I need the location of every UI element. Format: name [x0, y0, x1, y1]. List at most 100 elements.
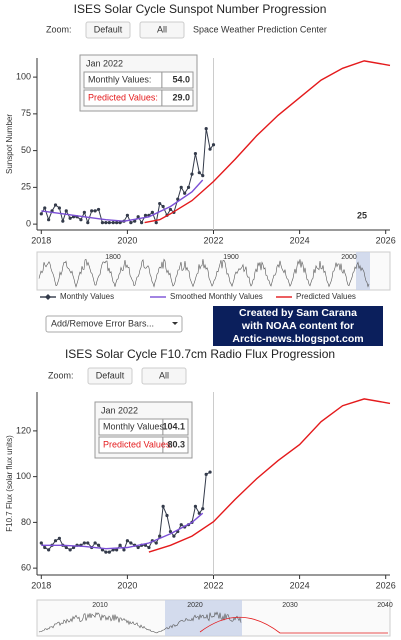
data-point [194, 505, 197, 508]
data-point [83, 541, 86, 544]
y-tick-label: 100 [16, 71, 31, 81]
x-tick-label: 2026 [376, 580, 396, 590]
data-point [79, 218, 82, 221]
zoom-button-label[interactable]: Default [94, 24, 123, 34]
data-point [194, 152, 197, 155]
chart-title: ISES Solar Cycle F10.7cm Radio Flux Prog… [65, 347, 335, 361]
data-point [165, 514, 168, 517]
tooltip-label: Monthly Values: [103, 421, 166, 431]
watermark-line: Arctic-news.blogspot.com [232, 333, 363, 345]
x-tick-label: 2022 [203, 580, 223, 590]
zoom-button-label[interactable]: All [157, 24, 167, 34]
dropdown-label[interactable]: Add/Remove Error Bars... [51, 318, 154, 328]
data-point [115, 221, 118, 224]
data-point [58, 206, 61, 209]
y-tick-label: 80 [21, 517, 31, 527]
annotation: 25 [357, 210, 367, 220]
legend-label[interactable]: Smoothed Monthly Values [170, 292, 263, 301]
data-point [155, 221, 158, 224]
data-point [198, 171, 201, 174]
data-point [97, 544, 100, 547]
data-point [208, 470, 211, 473]
navigator[interactable] [37, 252, 390, 290]
data-point [112, 221, 115, 224]
data-point [83, 211, 86, 214]
navigator-label: 2000 [341, 254, 357, 261]
tooltip-label: Predicted Values: [103, 439, 173, 449]
screen: Add/Remove Error Bars... ISES Solar Cycl… [0, 0, 401, 640]
tooltip-value: 80.3 [167, 439, 185, 449]
chart-title: ISES Solar Cycle Sunspot Number Progress… [74, 2, 327, 16]
data-point [104, 551, 107, 554]
data-point [205, 127, 208, 130]
data-point [54, 203, 57, 206]
x-tick-label: 2024 [290, 235, 310, 245]
zoom-label: Zoom: [48, 370, 74, 380]
data-point [108, 551, 111, 554]
watermark-line: with NOAA content for [241, 320, 354, 332]
y-tick-label: 75 [21, 108, 31, 118]
x-tick-label: 2020 [117, 580, 137, 590]
navigator-selection[interactable] [356, 252, 370, 290]
navigator-label: 2030 [282, 602, 298, 609]
tooltip-value: 104.1 [162, 421, 185, 431]
legend-label[interactable]: Predicted Values [296, 292, 356, 301]
data-point [137, 546, 140, 549]
data-point [47, 548, 50, 551]
watermark-line: Created by Sam Carana [239, 307, 357, 319]
data-point [162, 505, 165, 508]
y-tick-label: 120 [16, 425, 31, 435]
data-point [183, 192, 186, 195]
y-axis-label: Sunspot Number [5, 114, 14, 174]
data-point [90, 209, 93, 212]
data-point [58, 537, 61, 540]
data-point [86, 541, 89, 544]
y-axis-label: F10.7 Flux (solar flux units) [5, 435, 14, 532]
y-tick-label: 0 [26, 218, 31, 228]
y-tick-label: 50 [21, 145, 31, 155]
y-tick-label: 100 [16, 471, 31, 481]
data-point [40, 541, 43, 544]
data-point [104, 221, 107, 224]
data-point [208, 148, 211, 151]
data-point [54, 539, 57, 542]
data-point [162, 205, 165, 208]
data-point [108, 221, 111, 224]
data-point [69, 548, 72, 551]
zoom-label: Zoom: [46, 24, 72, 34]
data-point [147, 546, 150, 549]
data-point [158, 202, 161, 205]
tooltip-title: Jan 2022 [101, 405, 138, 415]
x-tick-label: 2024 [290, 580, 310, 590]
x-tick-label: 2020 [117, 235, 137, 245]
data-point [43, 206, 46, 209]
data-point [187, 186, 190, 189]
x-tick-label: 2022 [203, 235, 223, 245]
navigator-label: 2040 [377, 602, 393, 609]
legend-label[interactable]: Monthly Values [60, 292, 114, 301]
tooltip-value: 54.0 [172, 74, 190, 84]
data-point [65, 546, 68, 549]
data-point [140, 221, 143, 224]
data-point [86, 221, 89, 224]
zoom-button-label[interactable]: All [159, 370, 169, 380]
data-point [155, 541, 158, 544]
data-point [94, 209, 97, 212]
data-point [169, 208, 172, 211]
data-point [126, 539, 129, 542]
x-tick-label: 2018 [31, 580, 51, 590]
data-point [61, 220, 64, 223]
data-point [190, 173, 193, 176]
data-point [212, 143, 215, 146]
x-tick-label: 2018 [31, 235, 51, 245]
data-point [118, 544, 121, 547]
data-point [129, 221, 132, 224]
data-point [172, 535, 175, 538]
data-point [201, 174, 204, 177]
data-point [65, 209, 68, 212]
data-point [205, 473, 208, 476]
data-point [47, 218, 50, 221]
navigator-label: 2010 [92, 602, 108, 609]
y-tick-label: 60 [21, 563, 31, 573]
zoom-button-label[interactable]: Default [96, 370, 125, 380]
